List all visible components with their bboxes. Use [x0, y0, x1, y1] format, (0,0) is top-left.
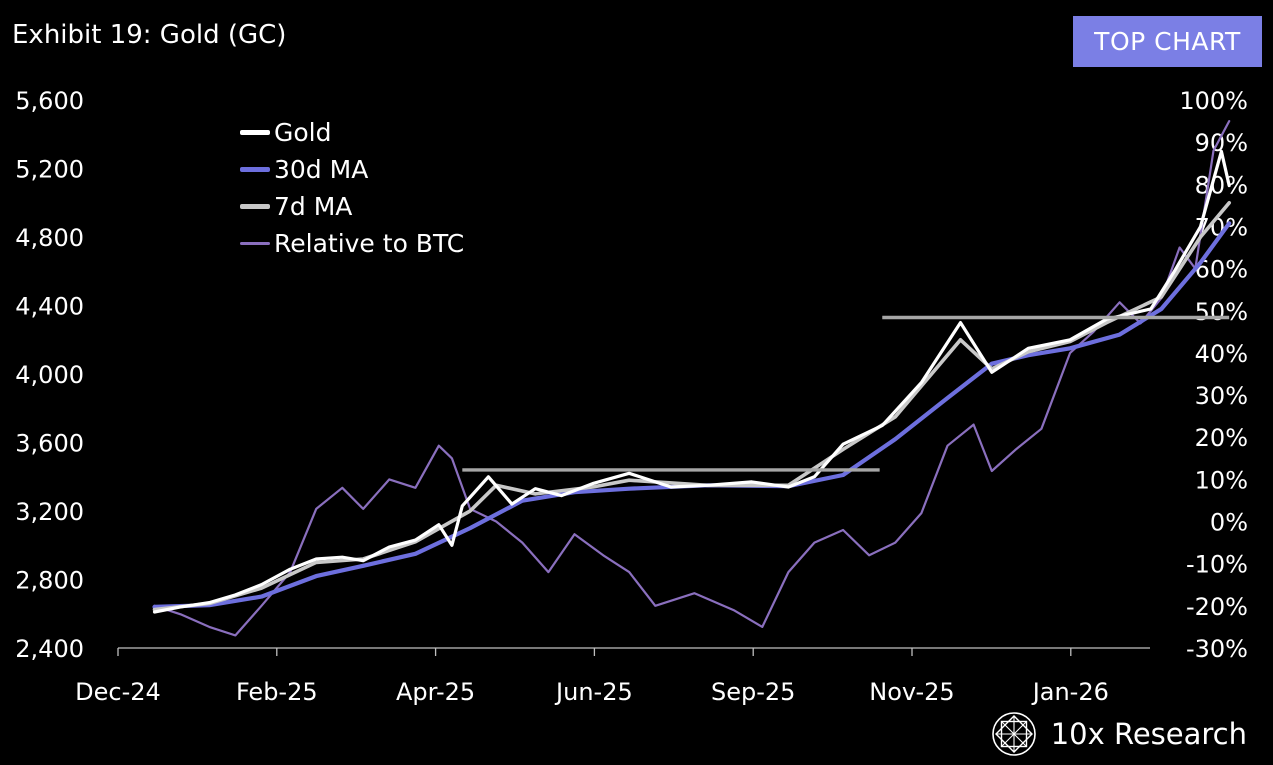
legend-label-relative-to-btc: Relative to BTC: [274, 229, 465, 258]
x-tick-label: Sep-25: [711, 678, 795, 706]
legend-item-relative-to-btc: Relative to BTC: [240, 225, 464, 262]
y-right-tick-label: 10%: [1195, 466, 1248, 494]
series-line-7d-ma: [152, 201, 1231, 612]
y-left-tick-label: 3,200: [15, 498, 84, 526]
y-right-tick-label: -10%: [1186, 551, 1248, 579]
y-left-tick-label: 3,600: [15, 430, 84, 458]
legend-item-gold: Gold: [240, 114, 464, 151]
brand-name: 10x Research: [1050, 717, 1247, 751]
x-tick-label: Jun-25: [554, 678, 633, 706]
x-tick-label: Feb-25: [236, 678, 318, 706]
legend-item-7d-ma: 7d MA: [240, 188, 464, 225]
x-tick-label: Jan-26: [1031, 678, 1109, 706]
y-right-tick-label: -30%: [1186, 635, 1248, 663]
legend-swatch-7d-ma: [240, 204, 270, 209]
y-right-tick-label: 20%: [1195, 424, 1248, 452]
y-right-tick-label: 80%: [1195, 171, 1248, 199]
x-tick-label: Apr-25: [396, 678, 475, 706]
y-right-tick-label: 50%: [1195, 298, 1248, 326]
y-right-tick-label: 40%: [1195, 340, 1248, 368]
y-right-tick-label: -20%: [1186, 593, 1248, 621]
legend-item-30d-ma: 30d MA: [240, 151, 464, 188]
legend-label-30d-ma: 30d MA: [274, 155, 369, 184]
10x-research-logo-icon: [991, 712, 1036, 756]
legend-swatch-relative-to-btc: [240, 242, 270, 245]
y-right-tick-label: 100%: [1179, 87, 1248, 115]
chart-lines: [152, 119, 1232, 637]
y-right-tick-label: 0%: [1210, 509, 1248, 537]
series-line-relative-to-btc: [153, 119, 1231, 637]
y-right-tick-label: 30%: [1195, 382, 1248, 410]
y-left-tick-label: 5,600: [15, 87, 84, 115]
y-left-tick-label: 5,200: [15, 156, 84, 184]
x-tick-label: Nov-25: [869, 678, 954, 706]
legend-label-gold: Gold: [274, 118, 332, 147]
top-chart-badge: TOP CHART: [1073, 16, 1262, 67]
legend-swatch-30d-ma: [240, 167, 270, 172]
series-line-30d-ma: [152, 221, 1232, 610]
y-left-tick-label: 4,000: [15, 361, 84, 389]
series-line-gold: [152, 149, 1231, 614]
chart-axes: Dec-24 Feb-25 Apr-25 Jun-25 Sep-25 Nov-25 Jan-…: [15, 87, 1248, 706]
legend-swatch-gold: [240, 130, 270, 135]
chart-title: Exhibit 19: Gold (GC): [12, 20, 287, 50]
y-left-tick-label: 2,400: [15, 635, 84, 663]
legend: Gold 30d MA 7d MA Relative to BTC: [240, 114, 464, 262]
x-tick-label: Dec-24: [75, 678, 161, 706]
y-left-tick-label: 4,400: [15, 293, 84, 321]
legend-label-7d-ma: 7d MA: [274, 192, 353, 221]
brand: 10x Research: [991, 711, 1247, 757]
y-left-tick-label: 2,800: [15, 567, 84, 595]
y-left-tick-label: 4,800: [15, 224, 84, 252]
